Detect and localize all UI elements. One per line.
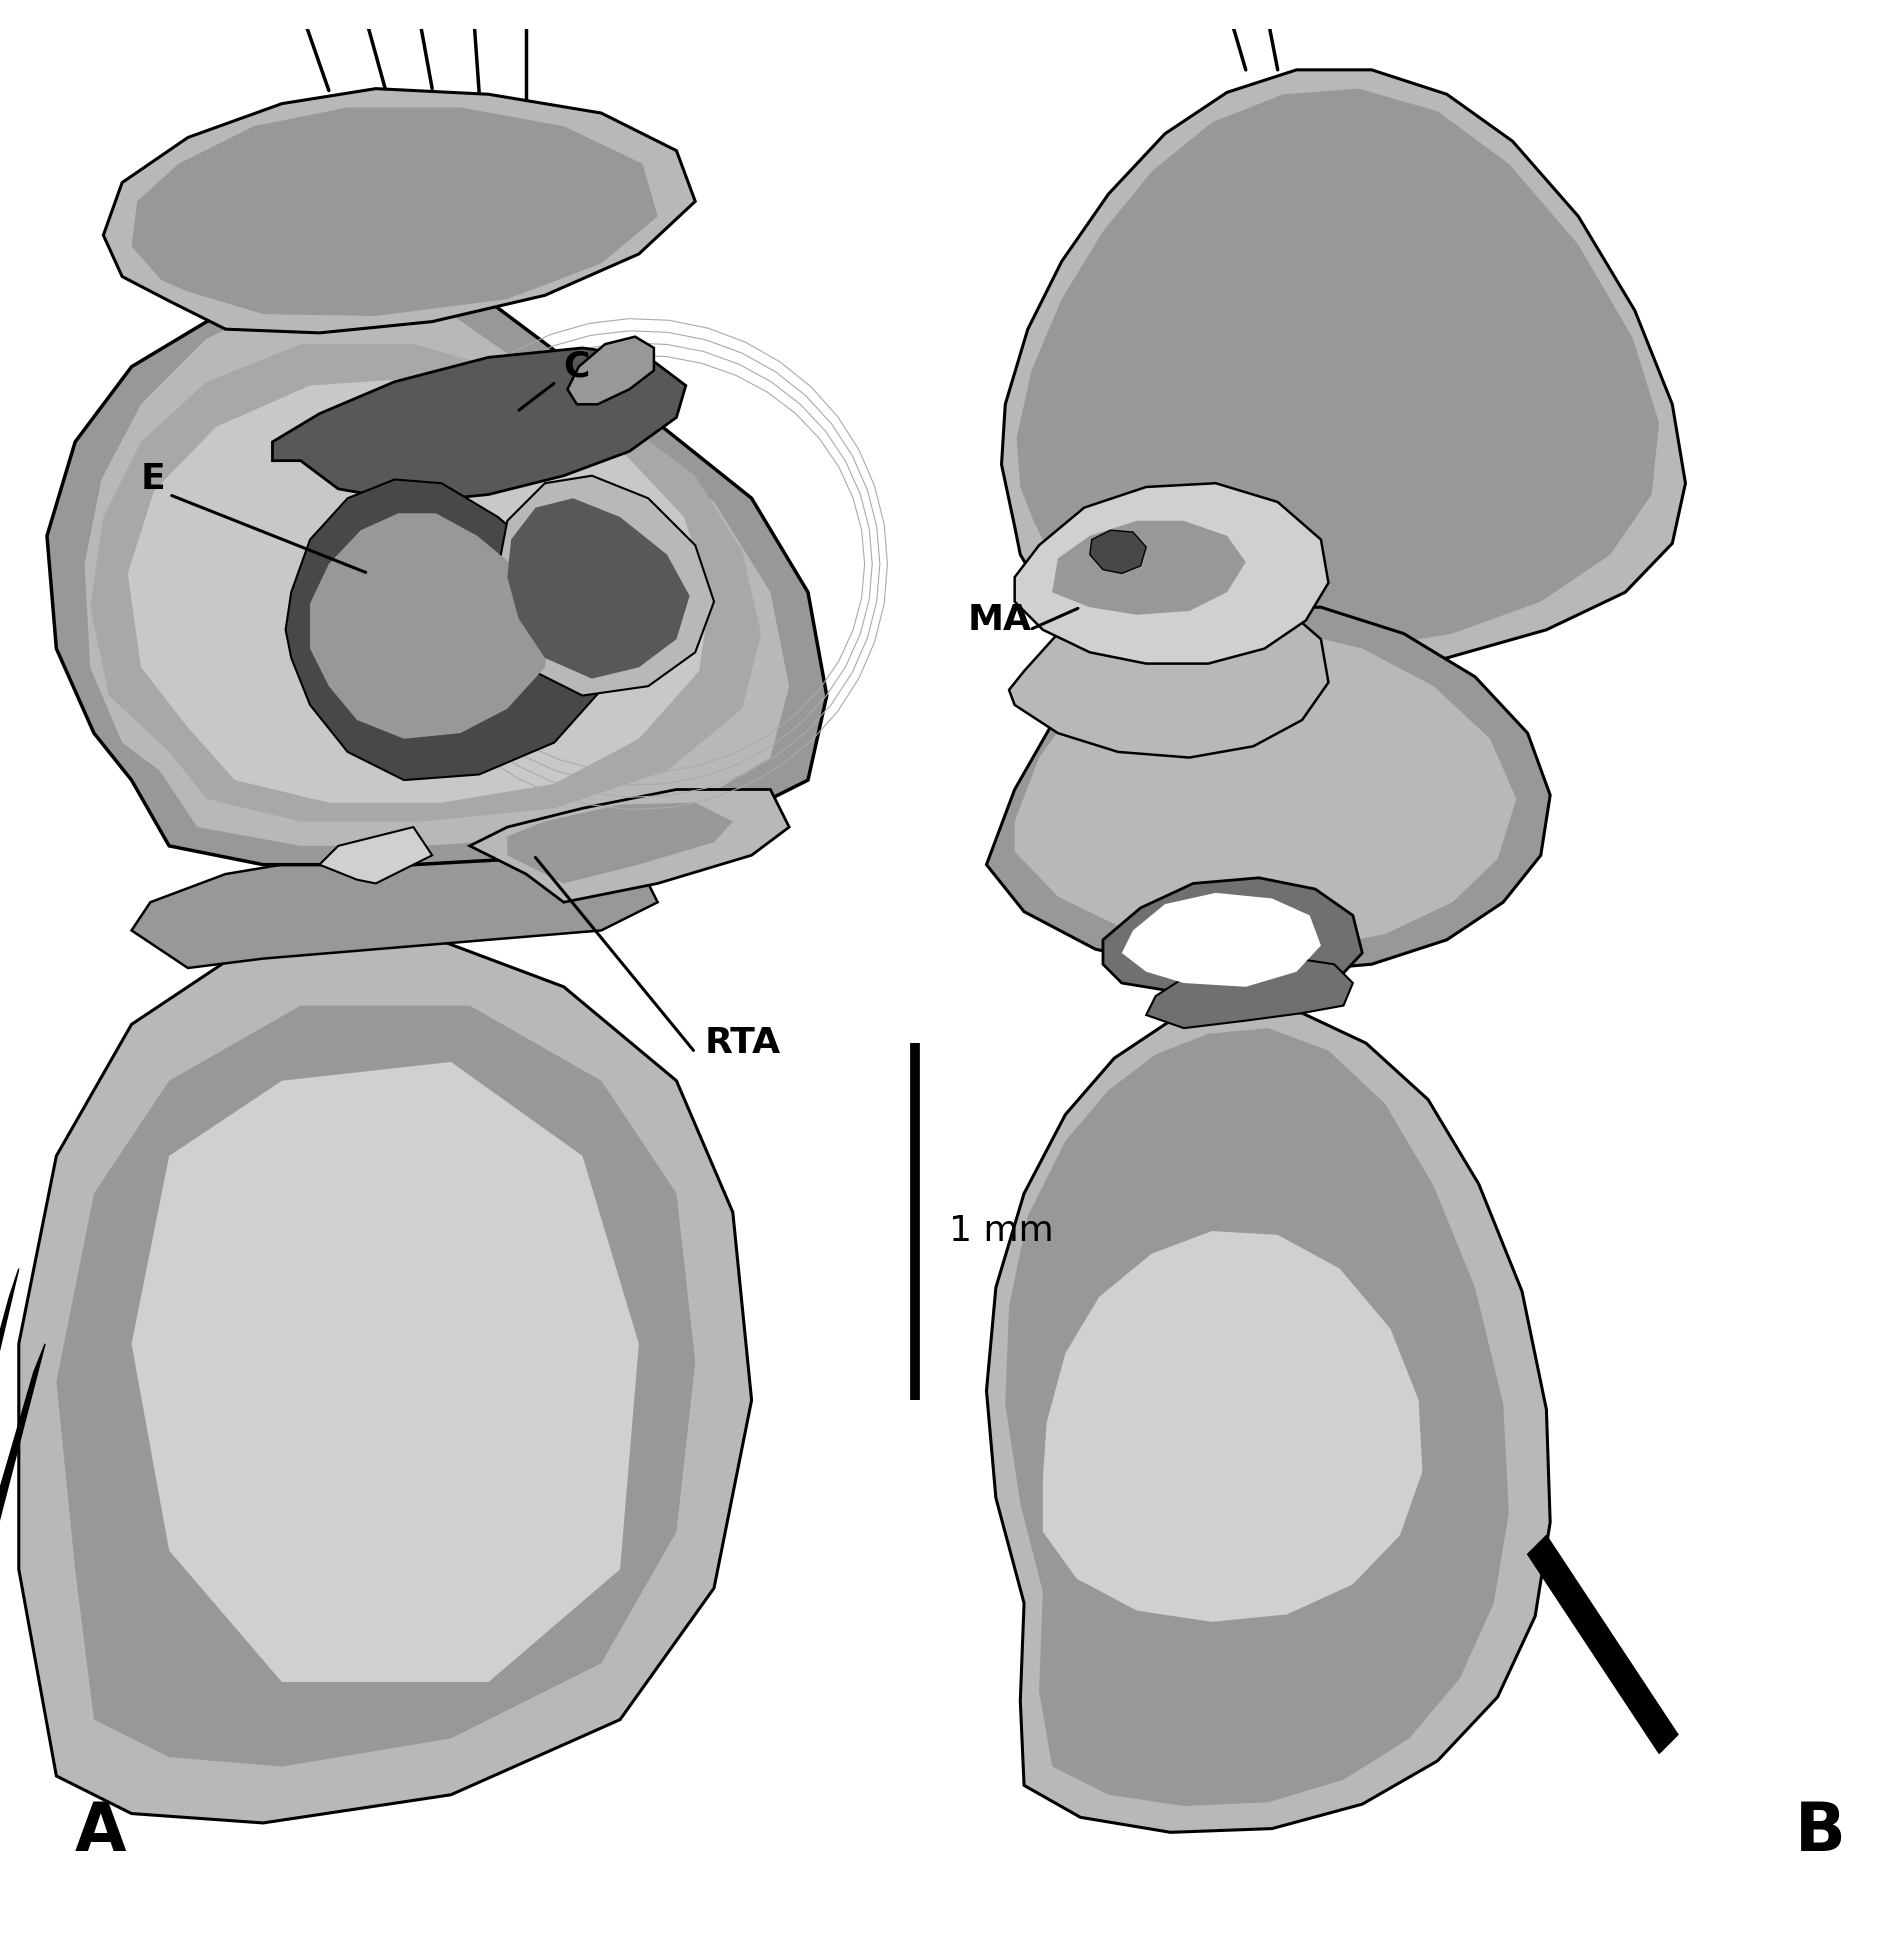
Polygon shape [132, 1063, 639, 1682]
Polygon shape [103, 89, 695, 333]
Polygon shape [986, 608, 1550, 972]
Polygon shape [470, 790, 789, 902]
Polygon shape [1528, 1535, 1678, 1754]
Polygon shape [286, 480, 611, 780]
Polygon shape [1146, 958, 1353, 1028]
Polygon shape [1103, 877, 1362, 997]
Polygon shape [56, 1005, 695, 1766]
Text: 1 mm: 1 mm [949, 1214, 1054, 1249]
Polygon shape [1005, 1028, 1509, 1806]
Polygon shape [47, 263, 827, 865]
Polygon shape [1017, 89, 1659, 652]
Polygon shape [986, 1005, 1550, 1831]
Polygon shape [1122, 892, 1321, 987]
Polygon shape [1009, 583, 1328, 757]
Polygon shape [19, 931, 752, 1824]
Polygon shape [272, 348, 686, 501]
Polygon shape [0, 1268, 19, 1607]
Text: B: B [1794, 1799, 1845, 1864]
Polygon shape [85, 292, 789, 846]
Polygon shape [498, 476, 714, 695]
Polygon shape [0, 1344, 45, 1682]
Text: E: E [141, 463, 165, 496]
Polygon shape [507, 498, 690, 680]
Text: RTA: RTA [705, 1026, 782, 1059]
Polygon shape [132, 846, 658, 968]
Text: C: C [564, 348, 590, 383]
Text: A: A [75, 1799, 126, 1864]
Polygon shape [1043, 1231, 1422, 1622]
Text: MA: MA [968, 602, 1032, 637]
Polygon shape [1015, 629, 1516, 949]
Polygon shape [319, 827, 432, 883]
Polygon shape [1015, 484, 1328, 664]
Polygon shape [1052, 521, 1246, 616]
Polygon shape [1090, 530, 1146, 573]
Polygon shape [128, 378, 710, 803]
Polygon shape [1002, 70, 1685, 672]
Polygon shape [132, 106, 658, 316]
Polygon shape [507, 803, 733, 883]
Polygon shape [90, 345, 761, 821]
Polygon shape [567, 337, 654, 405]
Polygon shape [310, 513, 551, 740]
